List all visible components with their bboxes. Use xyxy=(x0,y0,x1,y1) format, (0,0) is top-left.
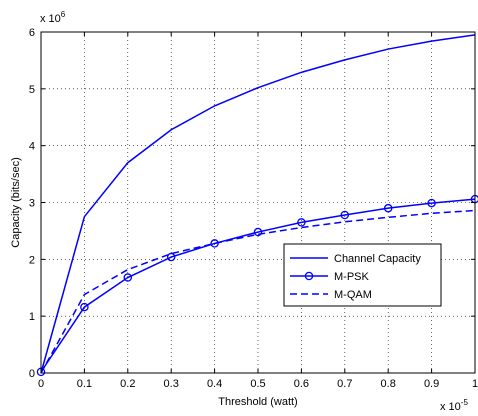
y-tick-label: 1 xyxy=(29,311,35,323)
data-point xyxy=(123,273,133,282)
y-multiplier-base: x 10 xyxy=(40,13,61,25)
y-axis-label: Capacity (bits/sec) xyxy=(10,157,22,247)
legend-label: M-PSK xyxy=(334,271,370,283)
x-axis-multiplier: x 10-5 xyxy=(440,398,468,413)
y-tick-label: 4 xyxy=(29,141,35,153)
y-tick-label: 2 xyxy=(29,254,35,266)
series-line-channel-capacity xyxy=(40,34,476,374)
x-tick-label: 0 xyxy=(38,378,44,390)
x-tick-label: 0.9 xyxy=(424,378,439,390)
series-line-m-qam xyxy=(40,209,476,374)
x-tick-label: 0.6 xyxy=(294,378,309,390)
y-axis-multiplier: x 106 xyxy=(40,10,66,25)
ticks xyxy=(40,31,476,374)
x-tick-label: 0.8 xyxy=(381,378,396,390)
x-multiplier-base: x 10 xyxy=(440,401,461,413)
legend-label: M-QAM xyxy=(334,289,372,301)
tick-labels: 0 0.1 0.2 0.3 0.4 0.5 0.6 0.7 0.8 0.9 1 0 1 2 3 4 5 6 xyxy=(29,27,478,390)
y-tick-label: 0 xyxy=(29,368,35,380)
y-multiplier-exponent: 6 xyxy=(61,10,66,19)
x-multiplier-exponent: -5 xyxy=(461,398,469,407)
data-point xyxy=(383,203,393,213)
legend-box xyxy=(283,243,442,307)
x-tick-label: 0.1 xyxy=(77,378,92,390)
series-layer xyxy=(36,34,478,377)
grid xyxy=(41,32,475,373)
data-point xyxy=(253,227,263,237)
data-point xyxy=(297,218,306,227)
legend-label: Channel Capacity xyxy=(334,253,421,265)
y-tick-label: 6 xyxy=(29,27,35,39)
data-point xyxy=(340,210,350,220)
x-tick-label: 0.2 xyxy=(120,378,135,390)
series-line-m-psk xyxy=(40,198,476,373)
x-axis-label: Threshold (watt) xyxy=(218,396,297,408)
data-point xyxy=(80,302,89,312)
data-point xyxy=(166,252,176,262)
y-tick-label: 5 xyxy=(29,84,35,96)
data-point xyxy=(427,198,436,208)
legend: Channel Capacity M-PSK M-QAM xyxy=(283,243,442,307)
x-tick-label: 0.7 xyxy=(337,378,352,390)
legend-marker xyxy=(304,271,314,281)
x-tick-label: 0.5 xyxy=(250,378,265,390)
x-tick-label: 1 xyxy=(472,378,478,390)
x-tick-label: 0.4 xyxy=(207,378,222,390)
y-tick-label: 3 xyxy=(29,198,35,210)
x-tick-label: 0.3 xyxy=(164,378,179,390)
